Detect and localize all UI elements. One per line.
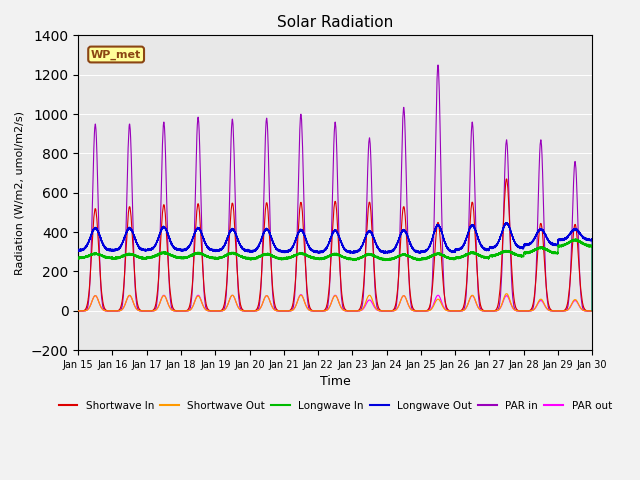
- Y-axis label: Radiation (W/m2, umol/m2/s): Radiation (W/m2, umol/m2/s): [15, 111, 25, 275]
- X-axis label: Time: Time: [320, 375, 351, 388]
- Legend: Shortwave In, Shortwave Out, Longwave In, Longwave Out, PAR in, PAR out: Shortwave In, Shortwave Out, Longwave In…: [54, 396, 616, 415]
- Title: Solar Radiation: Solar Radiation: [277, 15, 394, 30]
- Text: WP_met: WP_met: [91, 49, 141, 60]
